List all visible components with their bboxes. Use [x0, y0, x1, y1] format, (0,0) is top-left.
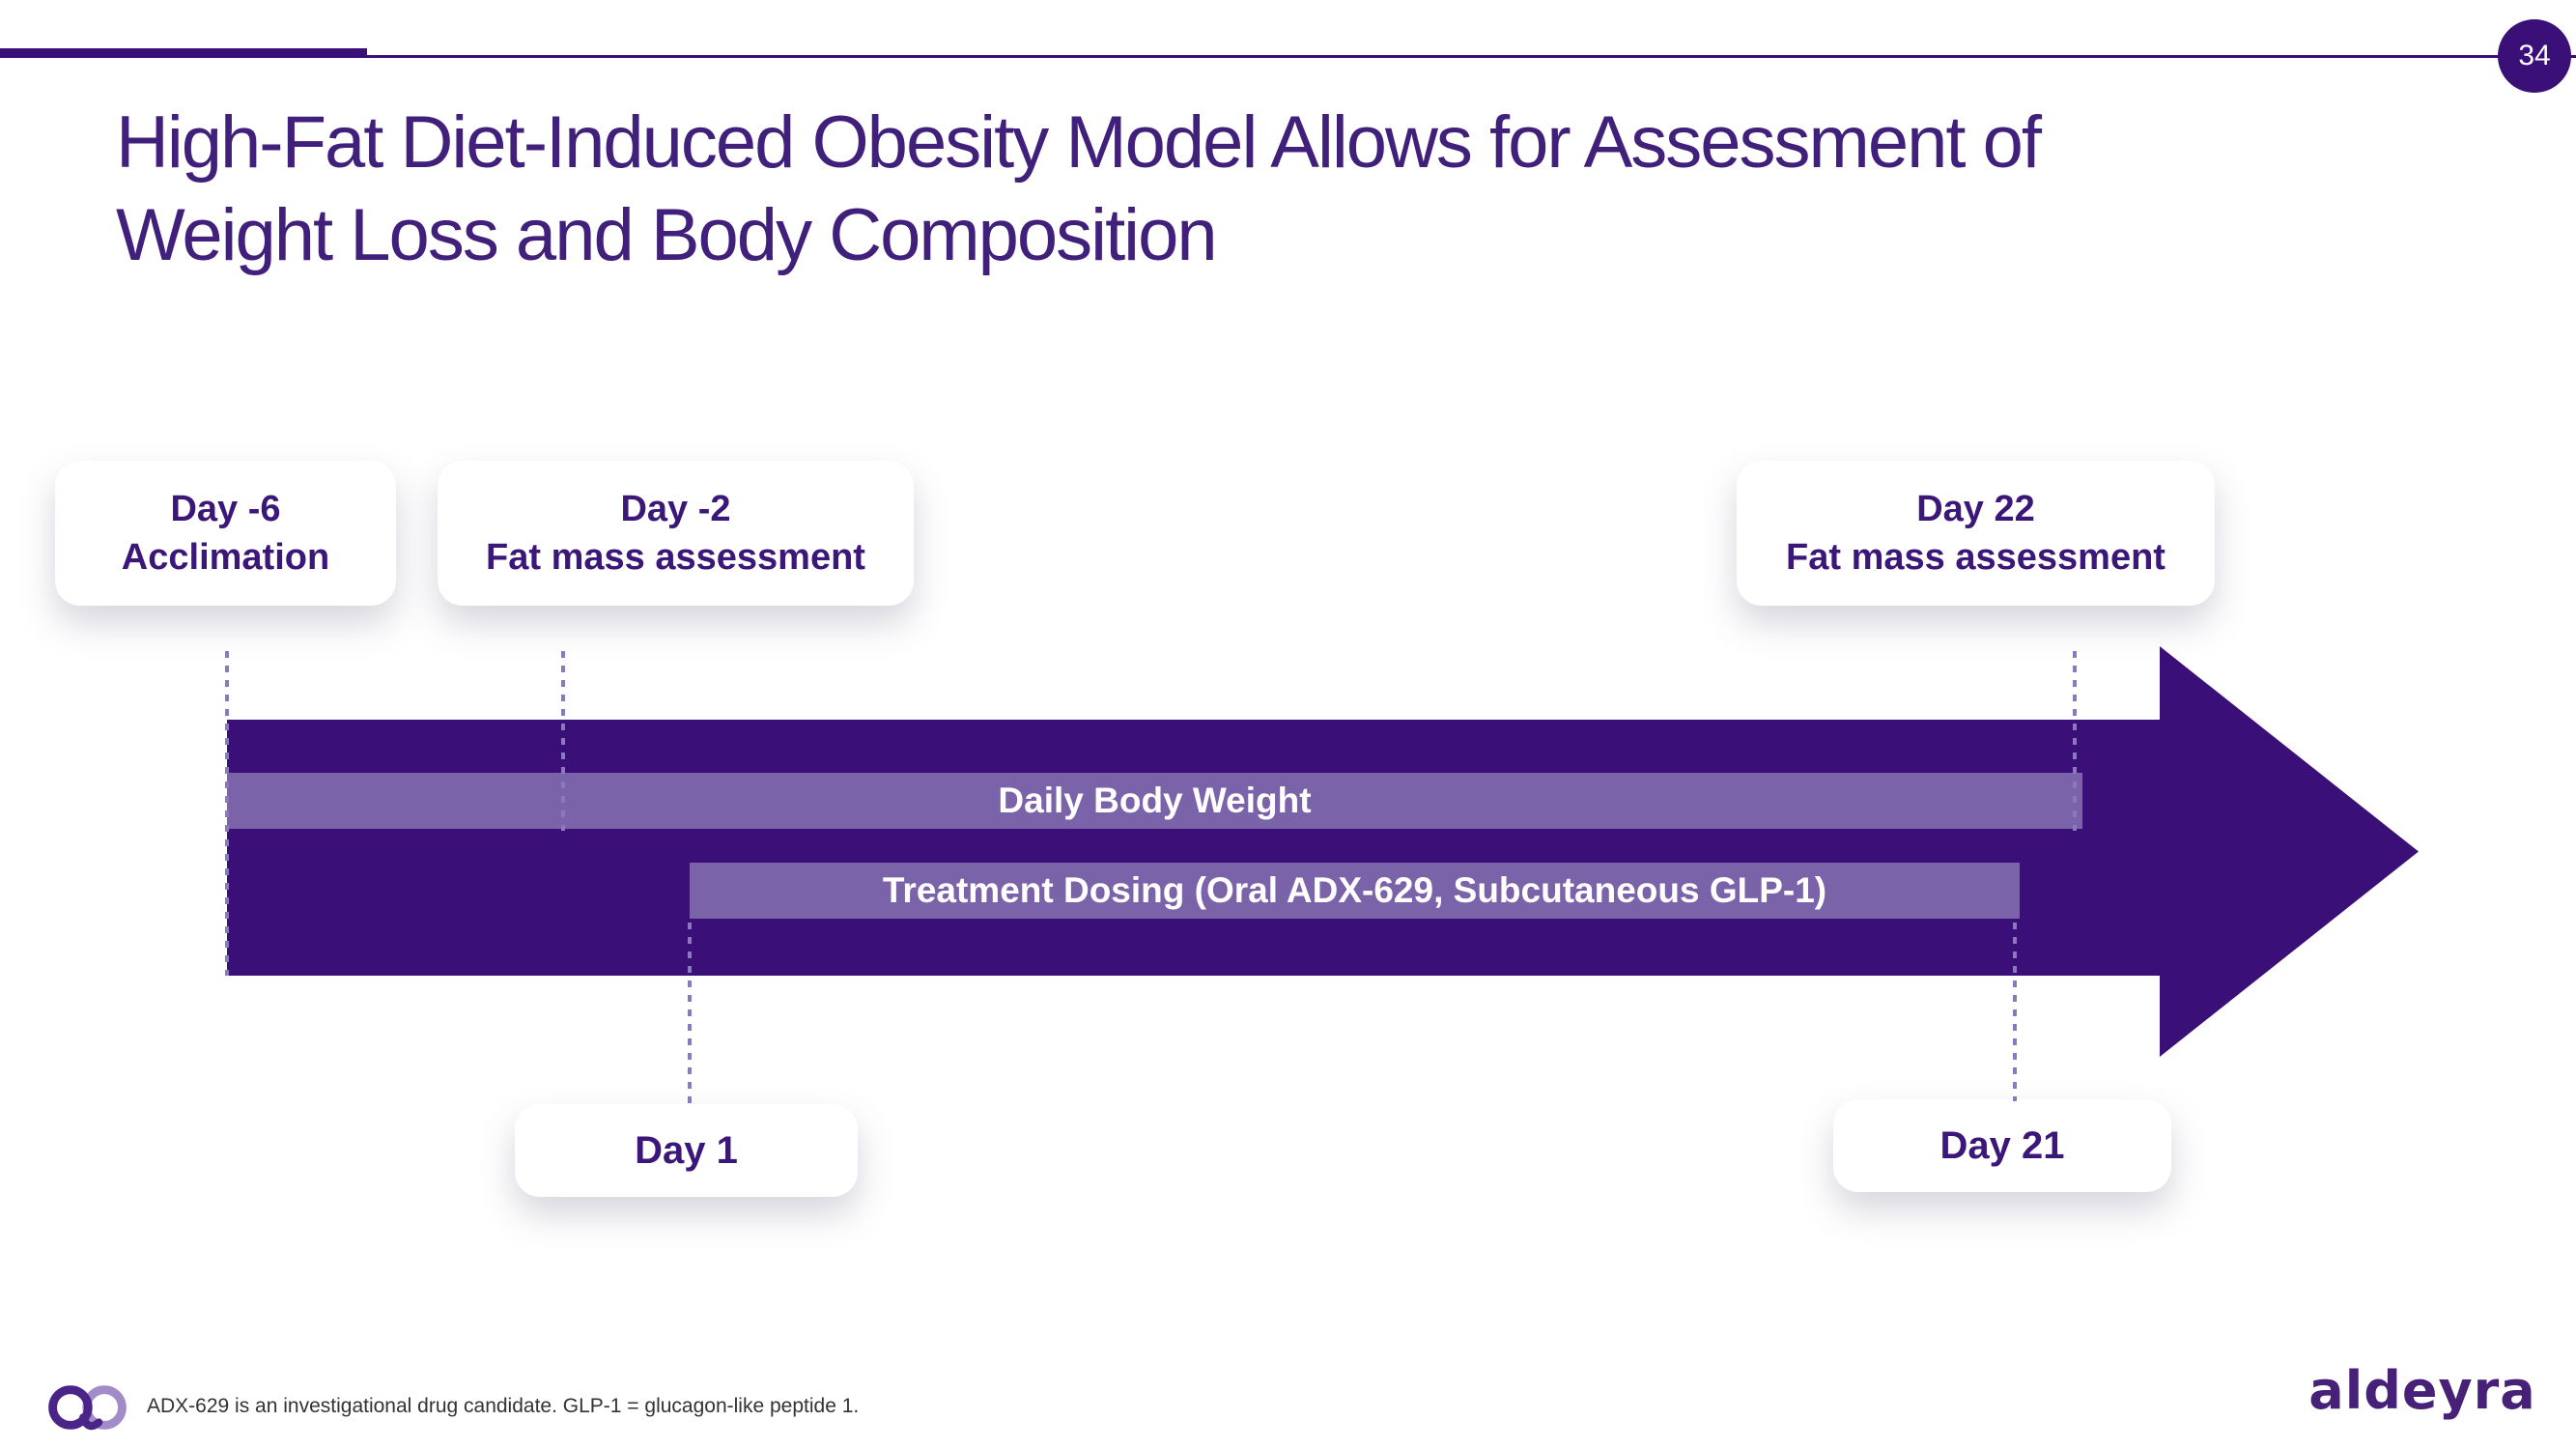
phase-bar-label: Treatment Dosing (Oral ADX-629, Subcutan…	[882, 870, 1827, 910]
callout-day: Day -2	[620, 489, 731, 529]
callout-day-1: Day 1	[515, 1104, 858, 1197]
page-number: 34	[2518, 40, 2551, 71]
callout-day-22: Day 22 Fat mass assessment	[1737, 461, 2215, 606]
callout-label: Fat mass assessment	[486, 537, 865, 578]
connector-day-minus-2	[561, 651, 565, 831]
header-rule-thin	[0, 55, 2576, 58]
aldeyra-infinity-logo-icon	[48, 1385, 127, 1431]
connector-day-21	[2013, 923, 2017, 1101]
callout-label: Fat mass assessment	[1786, 537, 2166, 578]
aldeyra-wordmark: aldeyra	[2308, 1360, 2536, 1421]
slide-title-line1: High-Fat Diet-Induced Obesity Model Allo…	[116, 101, 2042, 184]
callout-day: Day 21	[1939, 1124, 2065, 1167]
page-number-badge: 34	[2498, 19, 2571, 93]
phase-bar-daily-body-weight: Daily Body Weight	[227, 773, 2082, 829]
callout-day: Day 22	[1916, 489, 2035, 529]
callout-tail	[532, 603, 594, 647]
timeline-arrow-body	[227, 720, 2161, 976]
footnote: ADX-629 is an investigational drug candi…	[147, 1395, 860, 1417]
callout-day-minus-2: Day -2 Fat mass assessment	[438, 461, 914, 606]
timeline-arrow-head-icon	[2160, 646, 2419, 1057]
callout-day-minus-6: Day -6 Acclimation	[55, 461, 396, 606]
connector-day-minus-6	[225, 651, 229, 976]
callout-label: Acclimation	[121, 537, 330, 578]
connector-day-1	[688, 923, 692, 1106]
callout-day-21: Day 21	[1833, 1099, 2171, 1192]
callout-day: Day 1	[635, 1129, 738, 1172]
callout-tail	[2041, 603, 2103, 647]
connector-day-22	[2073, 651, 2077, 831]
slide-title: High-Fat Diet-Induced Obesity Model Allo…	[116, 97, 2434, 282]
phase-bar-treatment-dosing: Treatment Dosing (Oral ADX-629, Subcutan…	[690, 863, 2020, 919]
header-rule-thick	[0, 48, 367, 57]
callout-day: Day -6	[170, 489, 281, 529]
phase-bar-label: Daily Body Weight	[998, 781, 1312, 820]
slide-title-line2: Weight Loss and Body Composition	[116, 194, 1218, 276]
callout-tail	[196, 603, 258, 647]
